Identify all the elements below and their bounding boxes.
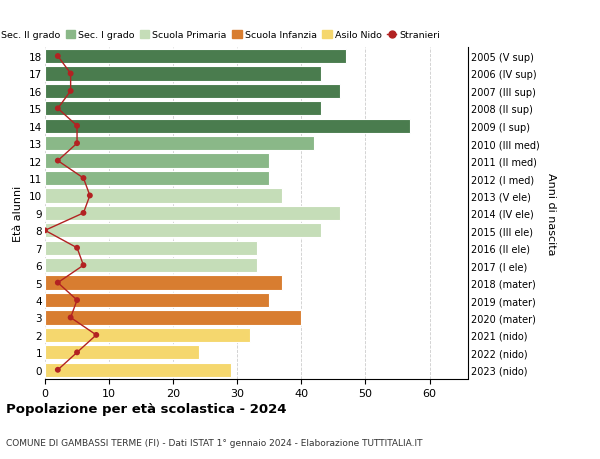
Text: Popolazione per età scolastica - 2024: Popolazione per età scolastica - 2024 [6,403,287,415]
Bar [45,363,231,377]
Point [72,140,82,147]
Point [72,123,82,130]
Point [53,157,62,165]
Point [79,175,88,182]
Bar [45,328,250,342]
Bar [45,102,320,116]
Point [66,88,76,95]
Text: COMUNE DI GAMBASSI TERME (FI) - Dati ISTAT 1° gennaio 2024 - Elaborazione TUTTIT: COMUNE DI GAMBASSI TERME (FI) - Dati IST… [6,438,422,448]
Bar [45,50,346,64]
Point [40,227,50,235]
Bar [45,137,314,151]
Point [66,314,76,321]
Bar [45,172,269,186]
Point [85,192,95,200]
Bar [45,258,257,273]
Bar [45,206,340,221]
Bar [45,346,199,360]
Bar [45,224,320,238]
Bar [45,154,269,168]
Point [53,53,62,61]
Point [79,262,88,269]
Point [91,331,101,339]
Bar [45,293,269,308]
Point [79,210,88,217]
Bar [45,241,257,255]
Point [53,280,62,287]
Point [72,349,82,356]
Bar [45,311,301,325]
Point [72,297,82,304]
Point [53,366,62,374]
Point [53,106,62,113]
Point [66,71,76,78]
Y-axis label: Età alunni: Età alunni [13,185,23,241]
Y-axis label: Anni di nascita: Anni di nascita [546,172,556,255]
Bar [45,84,340,99]
Legend: Sec. II grado, Sec. I grado, Scuola Primaria, Scuola Infanzia, Asilo Nido, Stran: Sec. II grado, Sec. I grado, Scuola Prim… [0,31,440,40]
Bar [45,276,282,290]
Bar [45,189,282,203]
Bar [45,67,320,81]
Point [72,245,82,252]
Bar [45,119,410,134]
